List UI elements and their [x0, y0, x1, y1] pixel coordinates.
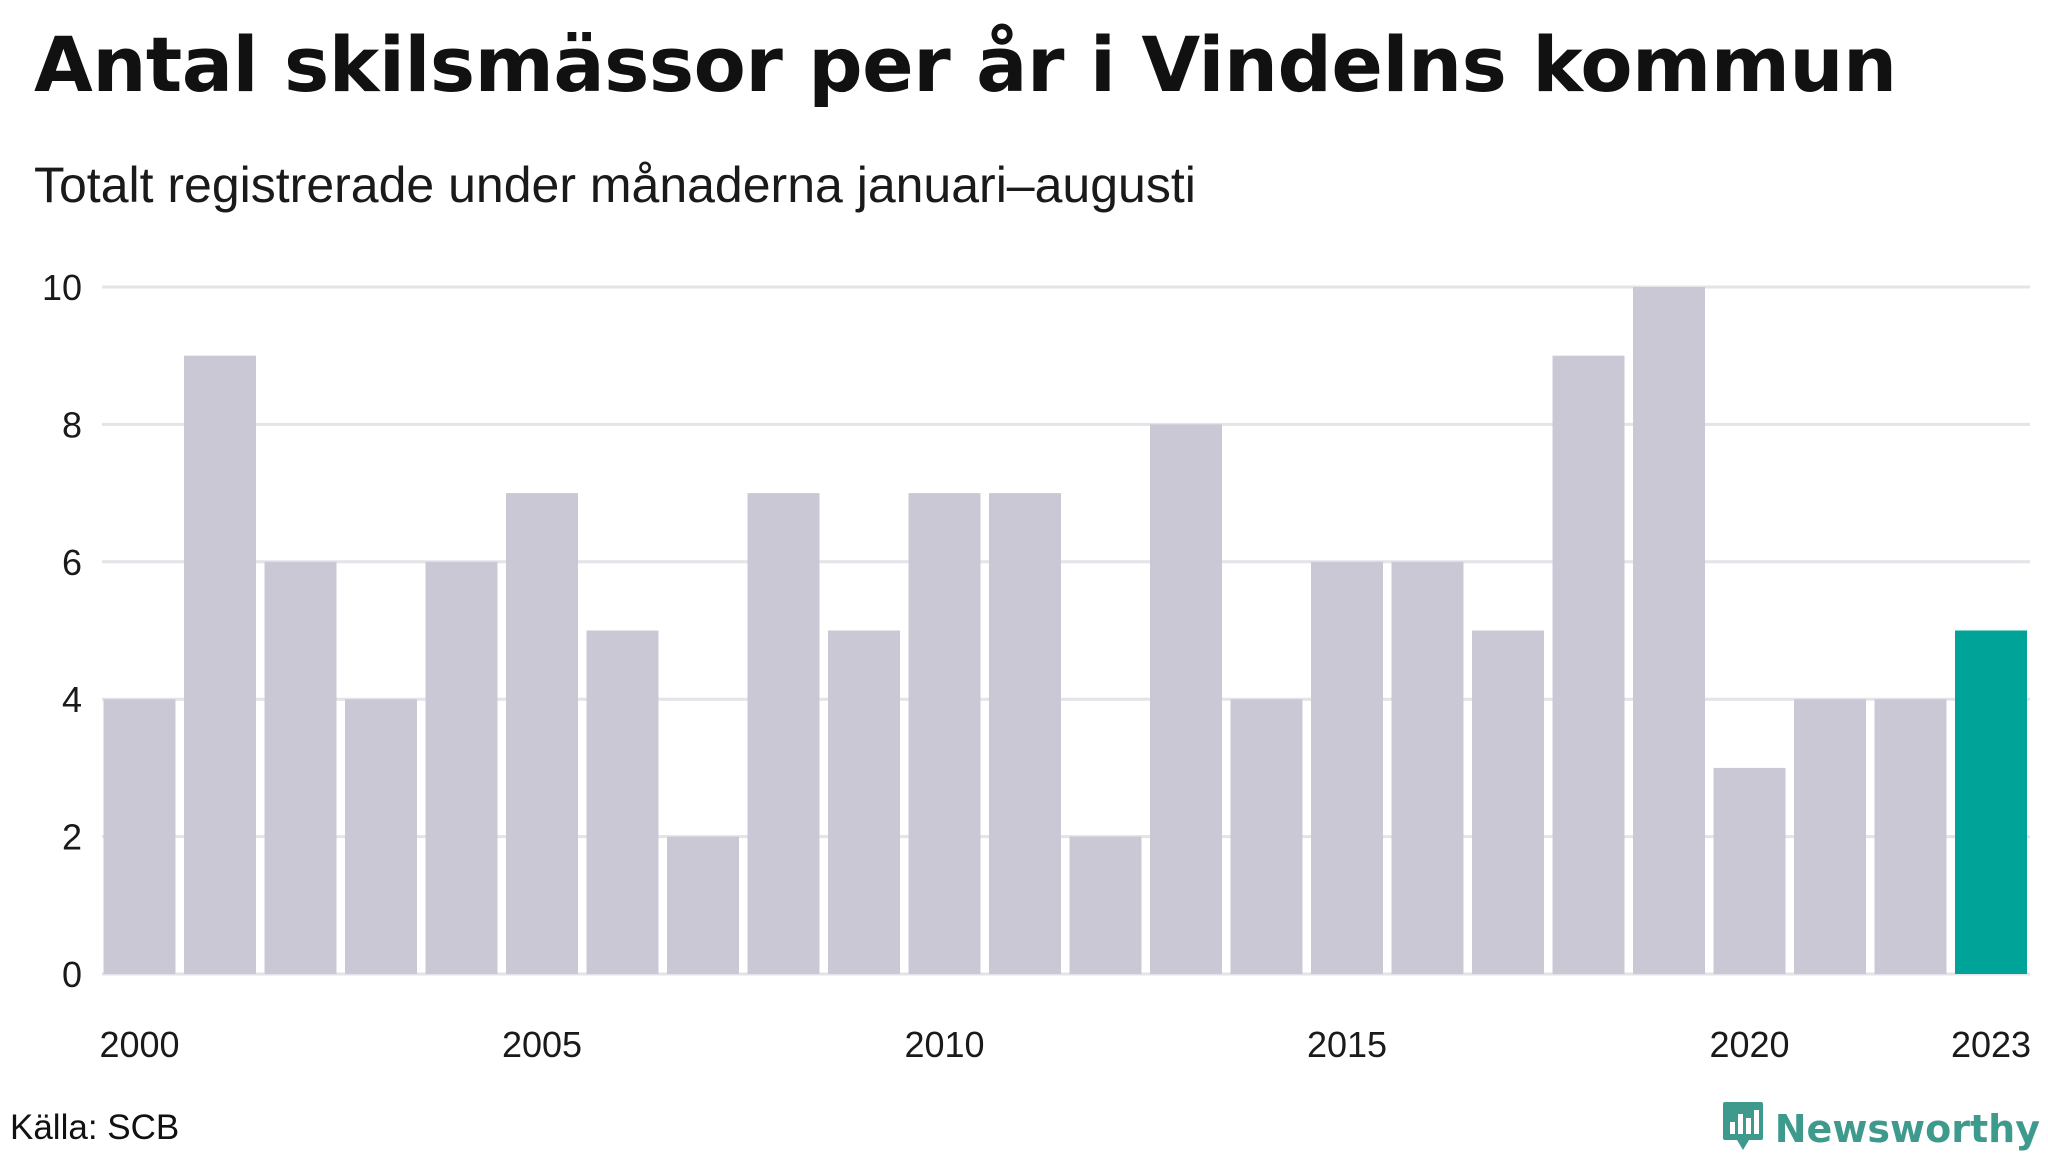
x-tick-label: 2020: [1709, 1024, 1789, 1065]
y-axis-ticks: 0 2 4 6 8 10: [42, 267, 82, 995]
bar-2020: [1713, 767, 1786, 974]
x-tick-label: 2023: [1951, 1024, 2031, 1065]
bar-2004: [425, 561, 498, 974]
bar-2001: [184, 355, 256, 974]
bar-2002: [264, 561, 337, 974]
bar-2022: [1874, 699, 1947, 974]
bars: [103, 287, 2027, 974]
bar-2017: [1472, 630, 1544, 974]
gridlines: [102, 285, 2030, 976]
x-axis-ticks: 2000 2005 2010 2015 2020 2023: [99, 1024, 2031, 1065]
bar-2018: [1552, 355, 1625, 974]
chart-subtitle: Totalt registrerade under månaderna janu…: [34, 157, 1196, 213]
bar-2021: [1794, 699, 1866, 974]
y-tick-label: 2: [62, 817, 82, 858]
bar-2016: [1391, 561, 1464, 974]
x-tick-label: 2005: [502, 1024, 582, 1065]
bar-2008: [747, 493, 820, 974]
bar-2012: [1069, 836, 1142, 974]
bar-2015: [1311, 561, 1383, 974]
x-tick-label: 2010: [904, 1024, 984, 1065]
bar-2013: [1150, 424, 1222, 974]
source-note: Källa: SCB: [10, 1108, 180, 1147]
bar-2000: [103, 699, 176, 974]
brand-label: Newsworthy: [1774, 1106, 2040, 1151]
bar-2011: [989, 493, 1061, 974]
bar-2019: [1633, 287, 1705, 974]
bar-2010: [908, 493, 981, 974]
bar-2006: [586, 630, 659, 974]
bar-2023: [1955, 630, 2027, 974]
y-tick-label: 0: [62, 954, 82, 995]
y-tick-label: 4: [62, 679, 82, 720]
brand-logo[interactable]: Newsworthy: [1721, 1100, 2040, 1157]
bar-chart: 0 2 4 6 8 10 2000 2005 2010 2015 2020 2023: [42, 267, 2031, 1065]
y-tick-label: 8: [62, 404, 82, 445]
y-tick-label: 6: [62, 542, 82, 583]
bar-2009: [828, 630, 900, 974]
x-tick-label: 2000: [99, 1024, 179, 1065]
bar-2003: [345, 699, 417, 974]
bar-2014: [1230, 699, 1303, 974]
chart-title: Antal skilsmässor per år i Vindelns komm…: [34, 20, 1897, 109]
y-tick-label: 10: [42, 267, 82, 308]
bar-2005: [506, 493, 578, 974]
x-tick-label: 2015: [1307, 1024, 1387, 1065]
bar-2007: [667, 836, 739, 974]
newsworthy-logo-icon: [1721, 1100, 1765, 1157]
